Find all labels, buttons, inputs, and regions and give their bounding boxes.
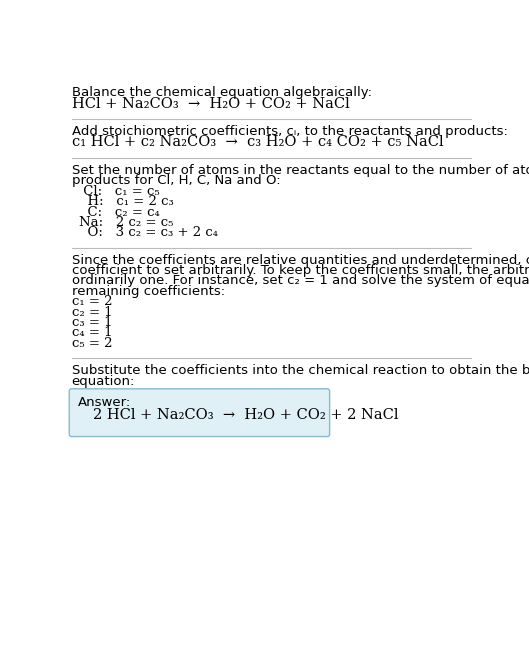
Text: coefficient to set arbitrarily. To keep the coefficients small, the arbitrary va: coefficient to set arbitrarily. To keep … (71, 264, 529, 277)
Text: Since the coefficients are relative quantities and underdetermined, choose a: Since the coefficients are relative quan… (71, 253, 529, 267)
Text: C:   c₂ = c₄: C: c₂ = c₄ (79, 205, 160, 219)
Text: Na:   2 c₂ = c₅: Na: 2 c₂ = c₅ (79, 216, 174, 229)
Text: Set the number of atoms in the reactants equal to the number of atoms in the: Set the number of atoms in the reactants… (71, 164, 529, 177)
Text: Balance the chemical equation algebraically:: Balance the chemical equation algebraica… (71, 86, 371, 99)
Text: Cl:   c₁ = c₅: Cl: c₁ = c₅ (79, 185, 160, 197)
Text: H:   c₁ = 2 c₃: H: c₁ = 2 c₃ (79, 195, 174, 208)
FancyBboxPatch shape (69, 389, 330, 436)
Text: HCl + Na₂CO₃  →  H₂O + CO₂ + NaCl: HCl + Na₂CO₃ → H₂O + CO₂ + NaCl (71, 97, 349, 111)
Text: O:   3 c₂ = c₃ + 2 c₄: O: 3 c₂ = c₃ + 2 c₄ (79, 226, 218, 239)
Text: c₁ = 2: c₁ = 2 (71, 295, 112, 308)
Text: 2 HCl + Na₂CO₃  →  H₂O + CO₂ + 2 NaCl: 2 HCl + Na₂CO₃ → H₂O + CO₂ + 2 NaCl (93, 408, 399, 422)
Text: c₃ = 1: c₃ = 1 (71, 316, 112, 329)
Text: c₅ = 2: c₅ = 2 (71, 337, 112, 350)
Text: Substitute the coefficients into the chemical reaction to obtain the balanced: Substitute the coefficients into the che… (71, 364, 529, 377)
Text: c₄ = 1: c₄ = 1 (71, 326, 112, 340)
Text: products for Cl, H, C, Na and O:: products for Cl, H, C, Na and O: (71, 174, 280, 187)
Text: c₁ HCl + c₂ Na₂CO₃  →  c₃ H₂O + c₄ CO₂ + c₅ NaCl: c₁ HCl + c₂ Na₂CO₃ → c₃ H₂O + c₄ CO₂ + c… (71, 135, 443, 149)
Text: ordinarily one. For instance, set c₂ = 1 and solve the system of equations for t: ordinarily one. For instance, set c₂ = 1… (71, 274, 529, 287)
Text: Answer:: Answer: (78, 396, 131, 409)
Text: c₂ = 1: c₂ = 1 (71, 305, 112, 319)
Text: equation:: equation: (71, 375, 135, 388)
Text: remaining coefficients:: remaining coefficients: (71, 285, 225, 298)
Text: Add stoichiometric coefficients, cᵢ, to the reactants and products:: Add stoichiometric coefficients, cᵢ, to … (71, 125, 507, 138)
